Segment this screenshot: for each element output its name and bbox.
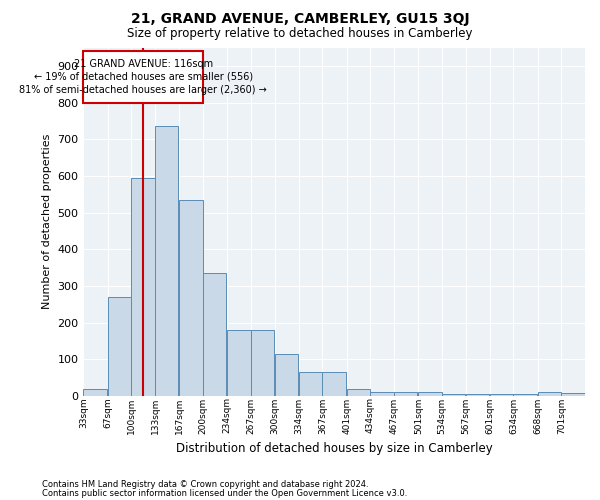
Bar <box>538 392 561 396</box>
X-axis label: Distribution of detached houses by size in Camberley: Distribution of detached houses by size … <box>176 442 493 455</box>
Bar <box>179 200 203 396</box>
Bar <box>442 394 465 396</box>
Bar <box>490 394 513 396</box>
Text: Contains HM Land Registry data © Crown copyright and database right 2024.: Contains HM Land Registry data © Crown c… <box>42 480 368 489</box>
Text: 21, GRAND AVENUE, CAMBERLEY, GU15 3QJ: 21, GRAND AVENUE, CAMBERLEY, GU15 3QJ <box>131 12 469 26</box>
Text: Contains public sector information licensed under the Open Government Licence v3: Contains public sector information licen… <box>42 488 407 498</box>
Bar <box>131 178 155 396</box>
Bar <box>275 354 298 396</box>
Text: 21 GRAND AVENUE: 116sqm
← 19% of detached houses are smaller (556)
81% of semi-d: 21 GRAND AVENUE: 116sqm ← 19% of detache… <box>19 58 267 95</box>
Bar <box>347 388 370 396</box>
Bar <box>466 394 489 396</box>
Bar <box>203 273 226 396</box>
Bar <box>322 372 346 396</box>
Bar <box>418 392 442 396</box>
Bar <box>299 372 322 396</box>
Bar <box>108 297 131 396</box>
Text: Size of property relative to detached houses in Camberley: Size of property relative to detached ho… <box>127 28 473 40</box>
Y-axis label: Number of detached properties: Number of detached properties <box>42 134 52 310</box>
Bar <box>227 330 251 396</box>
Bar <box>394 392 418 396</box>
Bar <box>514 394 537 396</box>
Bar <box>83 388 107 396</box>
Bar <box>251 330 274 396</box>
Bar <box>562 394 585 396</box>
Bar <box>83 51 203 102</box>
Bar <box>370 392 394 396</box>
Bar <box>155 126 178 396</box>
